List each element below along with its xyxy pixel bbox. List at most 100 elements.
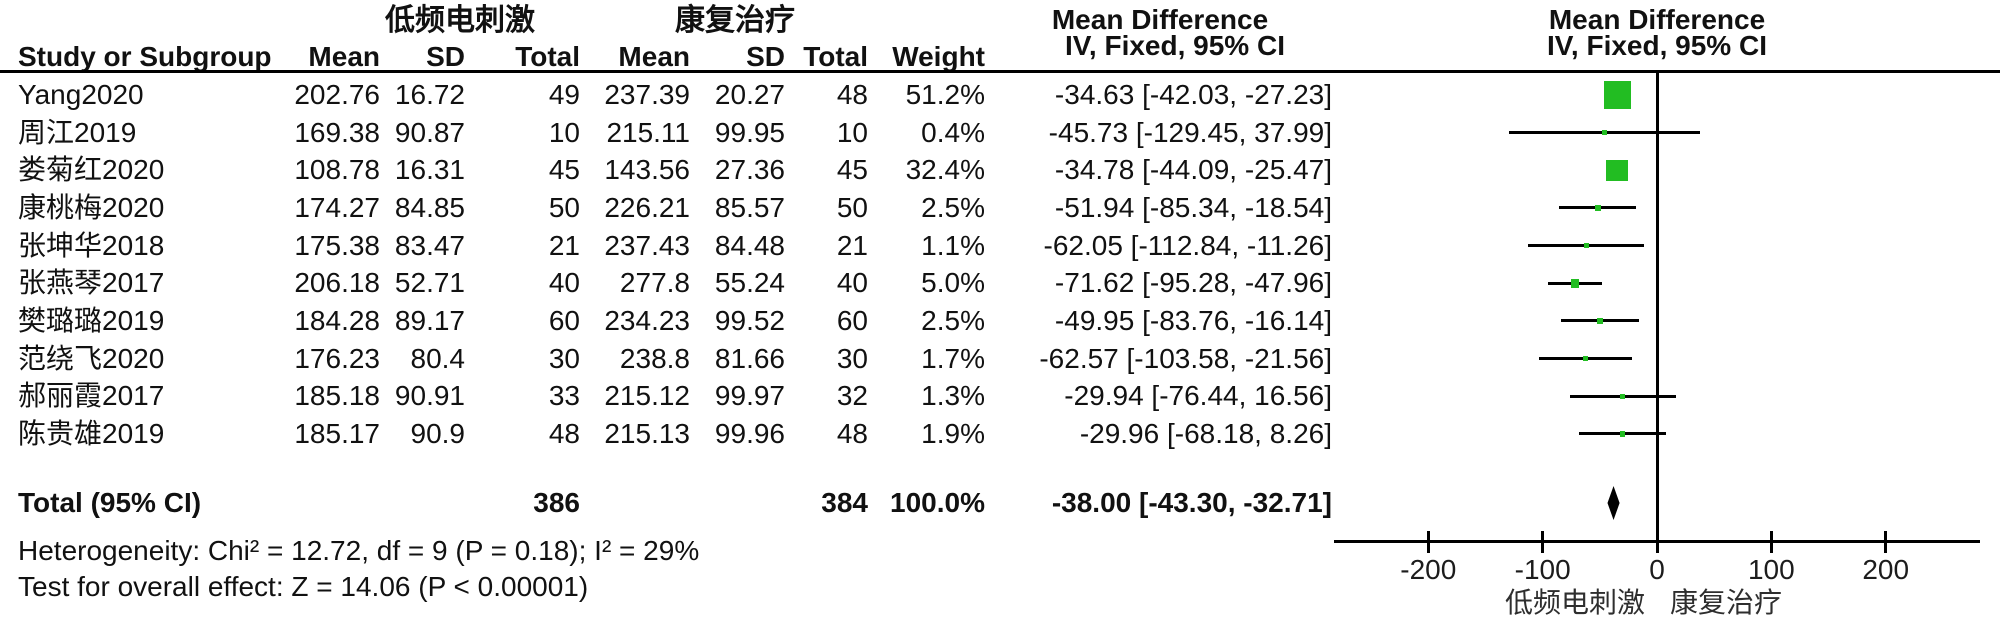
mean2-value: 238.8	[619, 342, 690, 374]
total2-value: 30	[836, 342, 868, 374]
effect-square	[1594, 204, 1601, 211]
total1-value: 33	[548, 380, 580, 412]
weight-value: 2.5%	[921, 191, 985, 223]
effect-square	[1602, 130, 1608, 136]
header-divider	[0, 70, 2000, 73]
study-name: 郝丽霞2017	[18, 380, 165, 412]
effect-square	[1620, 393, 1626, 399]
mean2-value: 237.43	[604, 229, 690, 261]
mean1-value: 176.23	[294, 342, 380, 374]
col-header-weight: Weight	[892, 41, 985, 72]
group2-header: 康复治疗	[675, 4, 795, 37]
mean1-value: 185.18	[294, 380, 380, 412]
effect-square	[1596, 317, 1603, 324]
weight-value: 1.7%	[921, 342, 985, 374]
total2-value: 60	[836, 304, 868, 336]
col-header-mean1: Mean	[308, 41, 380, 72]
mean1-value: 185.17	[294, 417, 380, 449]
total1-value: 50	[548, 191, 580, 223]
col-header-total1: Total	[515, 41, 580, 72]
study-name: Yang2020	[18, 79, 144, 110]
col-header-sd1: SD	[426, 41, 465, 72]
ci-text: -45.73 [-129.45, 37.99]	[1048, 116, 1332, 148]
effect-square	[1583, 243, 1589, 249]
effect-square	[1582, 356, 1588, 362]
favours-left-label: 低频电刺激	[1504, 587, 1645, 618]
total1-value: 21	[548, 229, 580, 261]
sd2-value: 81.66	[714, 342, 785, 374]
ci-text: -62.05 [-112.84, -11.26]	[1043, 229, 1333, 261]
col-header-ci-text: IV, Fixed, 95% CI	[1065, 30, 1285, 61]
study-name: 张燕琴2017	[18, 267, 165, 299]
sd1-value: 16.72	[394, 79, 465, 110]
ci-text: -71.62 [-95.28, -47.96]	[1054, 267, 1332, 299]
weight-value: 2.5%	[921, 304, 985, 336]
weight-value: 5.0%	[921, 267, 985, 299]
sd2-value: 99.96	[714, 417, 785, 449]
axis-tick	[1884, 531, 1888, 553]
sd2-value: 84.48	[714, 229, 785, 261]
sd2-value: 99.97	[714, 380, 785, 412]
mean1-value: 169.38	[294, 116, 380, 148]
mean2-value: 143.56	[604, 154, 690, 186]
study-name: 张坤华2018	[18, 229, 165, 261]
effect-square	[1603, 81, 1631, 109]
axis-tick	[1541, 531, 1545, 553]
mean1-value: 202.76	[294, 79, 380, 110]
total-diamond	[1607, 486, 1620, 520]
sd1-value: 16.31	[394, 154, 465, 186]
total1-value: 49	[548, 79, 580, 110]
mean1-value: 175.38	[294, 229, 380, 261]
mean2-value: 215.13	[604, 417, 690, 449]
study-name: 樊璐璐2019	[18, 304, 165, 336]
weight-value: 1.9%	[921, 417, 985, 449]
sd1-value: 89.17	[394, 304, 465, 336]
ci-text: -51.94 [-85.34, -18.54]	[1054, 191, 1332, 223]
total2-value: 21	[836, 229, 868, 261]
effect-square	[1570, 279, 1580, 288]
mean-difference-plot-header: Mean Difference	[1548, 4, 1766, 35]
sd1-value: 80.4	[410, 342, 466, 374]
mean1-value: 206.18	[294, 267, 380, 299]
axis-tick	[1426, 531, 1430, 553]
weight-value: 1.3%	[921, 380, 985, 412]
ci-text: -34.78 [-44.09, -25.47]	[1054, 154, 1332, 186]
total2-value: 48	[836, 417, 868, 449]
effect-square	[1620, 431, 1626, 437]
total1-value: 60	[548, 304, 580, 336]
effect-square	[1606, 159, 1629, 182]
col-header-mean2: Mean	[618, 41, 690, 72]
axis-tick	[1769, 531, 1773, 553]
total-ci: -38.00 [-43.30, -32.71]	[1051, 487, 1332, 518]
total-weight: 100.0%	[890, 487, 985, 518]
sd1-value: 90.91	[394, 380, 465, 412]
col-header-sd2: SD	[746, 41, 785, 72]
ci-text: -29.96 [-68.18, 8.26]	[1079, 417, 1332, 449]
study-name: 范绕飞2020	[18, 342, 165, 374]
total-n2: 384	[821, 487, 868, 518]
weight-value: 32.4%	[905, 154, 985, 186]
sd1-value: 90.87	[394, 116, 465, 148]
ci-text: -29.94 [-76.44, 16.56]	[1064, 380, 1332, 412]
sd1-value: 84.85	[394, 191, 465, 223]
total2-value: 32	[836, 380, 868, 412]
total1-value: 45	[548, 154, 580, 186]
sd1-value: 52.71	[394, 267, 465, 299]
col-header-total2: Total	[803, 41, 868, 72]
axis-tick-label: 200	[1862, 554, 1910, 585]
sd2-value: 99.52	[714, 304, 785, 336]
weight-value: 0.4%	[921, 116, 985, 148]
total2-value: 48	[836, 79, 868, 110]
mean2-value: 277.8	[619, 267, 690, 299]
heterogeneity-text: Heterogeneity: Chi² = 12.72, df = 9 (P =…	[18, 535, 700, 566]
total2-value: 10	[836, 116, 868, 148]
axis-tick-label: -100	[1514, 554, 1571, 585]
mean2-value: 226.21	[604, 191, 690, 223]
total1-value: 30	[548, 342, 580, 374]
mean2-value: 215.12	[604, 380, 690, 412]
favours-right-label: 康复治疗	[1670, 587, 1783, 618]
mean-difference-text-header: Mean Difference	[1051, 4, 1269, 35]
sd2-value: 27.36	[714, 154, 785, 186]
study-name: 娄菊红2020	[18, 154, 165, 186]
axis-tick-label: -200	[1400, 554, 1457, 585]
